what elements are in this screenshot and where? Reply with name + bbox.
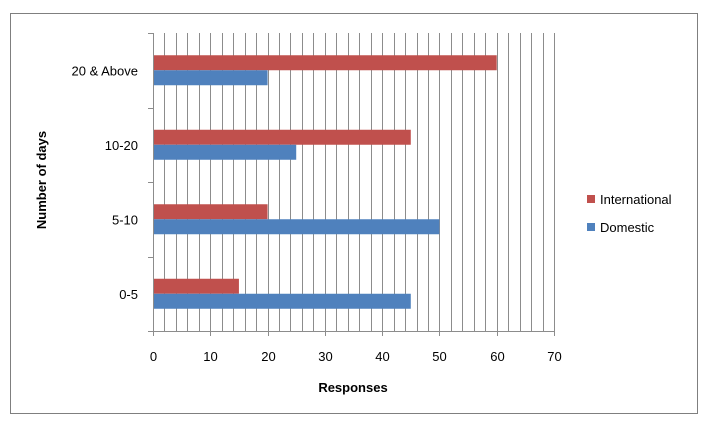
legend-label-international: International — [600, 192, 672, 207]
legend-label-domestic: Domestic — [600, 220, 655, 235]
bars — [154, 55, 497, 309]
bar-domestic — [154, 144, 297, 160]
legend-swatch-domestic — [587, 223, 595, 231]
y-axis-title: Number of days — [34, 131, 49, 229]
bar-international — [154, 278, 239, 294]
y-tick-labels: 0-5 5-10 10-20 20 & Above — [72, 63, 139, 302]
chart-frame — [10, 13, 698, 414]
x-tick-label: 60 — [490, 349, 504, 364]
y-tick-label: 10-20 — [105, 138, 138, 153]
bar-domestic — [154, 293, 411, 309]
legend-swatch-international — [587, 195, 595, 203]
x-tick-label: 40 — [375, 349, 389, 364]
x-tick-label: 30 — [318, 349, 332, 364]
x-tick-label: 50 — [432, 349, 446, 364]
x-tick-label: 70 — [547, 349, 561, 364]
bar-domestic — [154, 219, 440, 235]
bar-international — [154, 55, 497, 71]
x-axis-title: Responses — [318, 380, 387, 395]
x-tick-label: 0 — [150, 349, 157, 364]
x-tick-labels: 0 10 20 30 40 50 60 70 — [150, 349, 562, 364]
x-tick-label: 20 — [261, 349, 275, 364]
y-tick-label: 5-10 — [112, 212, 138, 227]
bar-international — [154, 129, 411, 145]
legend: International Domestic — [587, 192, 672, 235]
x-tick-label: 10 — [203, 349, 217, 364]
bar-domestic — [154, 70, 268, 86]
y-tick-label: 20 & Above — [72, 63, 139, 78]
bar-international — [154, 204, 268, 220]
axes — [148, 33, 555, 336]
y-tick-label: 0-5 — [119, 287, 138, 302]
